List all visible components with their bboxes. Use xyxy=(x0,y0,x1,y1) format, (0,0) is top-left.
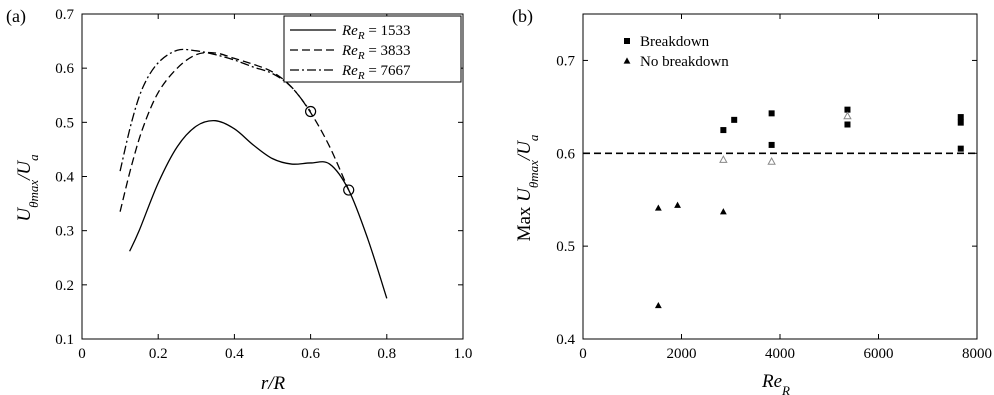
panel-b-point-triangle-open xyxy=(767,157,776,165)
panel-b-x-tick-label: 8000 xyxy=(962,346,992,362)
panel-a-legend-label: ReR = 1533 xyxy=(341,23,411,42)
panel-b-x-axis-label: ReR xyxy=(761,371,790,395)
panel-a-y-axis-label: Uθmax/Ua xyxy=(14,154,41,222)
panel-b-x-tick-label: 0 xyxy=(579,346,587,362)
panel-b-point-square xyxy=(731,116,738,123)
panel-a-y-tick-label: 0.2 xyxy=(55,278,74,294)
panel-b-point-square xyxy=(768,141,775,148)
panel-b-point-triangle xyxy=(719,208,727,215)
panel-b-point-square xyxy=(844,106,851,113)
panel-b-point-square xyxy=(957,119,964,126)
panel-a-y-tick-label: 0.4 xyxy=(55,170,74,186)
panel-a-y-tick-label: 0.3 xyxy=(55,224,74,240)
panel-a-series-line-0 xyxy=(129,119,388,299)
panel-b-y-tick-label: 0.7 xyxy=(556,53,575,69)
panel-a-legend-label: ReR = 3833 xyxy=(341,43,411,62)
panel-a-x-tick-label: 0 xyxy=(78,346,86,362)
panel-b-point-triangle xyxy=(674,201,681,208)
panel-a-x-tick-label: 0.4 xyxy=(225,346,244,362)
panel-b-point-triangle xyxy=(654,204,662,211)
panel-a-x-tick-label: 1.0 xyxy=(454,346,473,362)
panel-b-legend: Breakdown No breakdown xyxy=(623,34,729,70)
panel-a-legend-label: ReR = 7667 xyxy=(341,63,411,82)
panel-b-label: (b) xyxy=(512,6,533,27)
panel-b-y-tick-label: 0.6 xyxy=(556,146,575,162)
panel-b-point-square xyxy=(720,127,727,134)
panel-a-y-tick-label: 0.1 xyxy=(55,332,74,348)
panel-b-point-square xyxy=(844,121,851,128)
panel-b-legend-marker-triangle xyxy=(623,57,631,64)
panel-b-y-axis-label: Max Uθmax/Ua xyxy=(514,134,541,241)
panel-a-y-tick-label: 0.6 xyxy=(55,61,74,77)
panel-a-label: (a) xyxy=(6,6,26,27)
panel-b-x-tick-label: 2000 xyxy=(667,346,697,362)
panel-b-y-tick-label: 0.5 xyxy=(556,239,575,255)
panel-a-breakdown-marker xyxy=(305,105,317,118)
panel-a-y-tick-label: 0.5 xyxy=(55,115,74,131)
panel-a-x-axis-label: r/R xyxy=(261,373,286,394)
panel-b: (b) 0 2000 4000 6000 8000 0.4 0.5 0.6 0.7 Breakd… xyxy=(512,6,992,395)
panel-b-legend-label: No breakdown xyxy=(640,54,729,70)
panel-a-series-line-2 xyxy=(119,48,312,172)
panel-a-legend-box xyxy=(283,15,462,83)
panel-b-point-triangle xyxy=(654,301,662,309)
panel-a-breakdown-marker xyxy=(343,184,355,196)
panel-b-legend-marker-square xyxy=(624,38,630,44)
panel-b-x-tick-label: 6000 xyxy=(864,346,894,362)
panel-b-point-square xyxy=(957,114,964,121)
panel-a-y-tick-label: 0.7 xyxy=(55,7,74,23)
panel-b-point-triangle-open xyxy=(719,155,728,163)
panel-b-point-square xyxy=(957,145,964,152)
panel-b-point-square xyxy=(768,110,775,117)
panel-a-x-tick-label: 0.2 xyxy=(149,346,168,362)
panel-b-point-triangle-open xyxy=(843,111,852,120)
panel-b-x-tick-label: 4000 xyxy=(765,346,795,362)
panel-b-legend-label: Breakdown xyxy=(640,34,710,50)
panel-a: (a) 0 0.2 0.4 0.6 0.8 1.0 0.1 0.2 0.3 0.4 0.5 0.6 0.… xyxy=(6,6,472,394)
panel-a-x-tick-label: 0.8 xyxy=(377,346,396,362)
panel-b-axes-frame xyxy=(582,13,978,340)
panel-a-x-tick-label: 0.6 xyxy=(301,346,320,362)
panel-b-y-tick-label: 0.4 xyxy=(556,332,575,348)
panel-a-axes-frame xyxy=(81,13,464,340)
